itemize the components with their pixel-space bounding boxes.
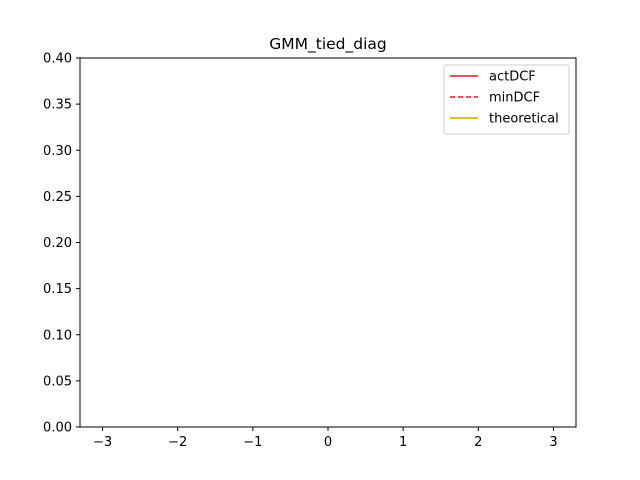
y-tick-label: 0.00: [43, 421, 72, 436]
x-tick-label: 0: [324, 435, 332, 450]
x-tick-label: −3: [93, 435, 112, 450]
legend: actDCF minDCF theoretical: [443, 64, 570, 135]
x-tick-label: 1: [399, 435, 407, 450]
y-tick-label: 0.25: [43, 190, 72, 205]
x-tick-label: 2: [474, 435, 482, 450]
y-tick-label: 0.05: [43, 374, 72, 389]
y-tick-label: 0.40: [43, 52, 72, 67]
legend-label-minDCF: minDCF: [489, 91, 540, 106]
y-axis: 0.00 0.05 0.10 0.15 0.20 0.25 0.30 0.35 0.40: [43, 52, 80, 436]
x-tick-label: −2: [168, 435, 187, 450]
legend-label-theoretical: theoretical: [489, 112, 559, 127]
y-tick-label: 0.15: [43, 282, 72, 297]
y-tick-label: 0.20: [43, 236, 72, 251]
x-axis: −3 −2 −1 0 1 2 3: [93, 427, 558, 450]
legend-label-actDCF: actDCF: [489, 70, 536, 85]
x-tick-label: 3: [549, 435, 557, 450]
legend-box: [443, 64, 570, 135]
y-tick-label: 0.10: [43, 328, 72, 343]
y-tick-label: 0.35: [43, 98, 72, 113]
chart-title: GMM_tied_diag: [269, 35, 387, 54]
x-tick-label: −1: [243, 435, 262, 450]
y-tick-label: 0.30: [43, 144, 72, 159]
